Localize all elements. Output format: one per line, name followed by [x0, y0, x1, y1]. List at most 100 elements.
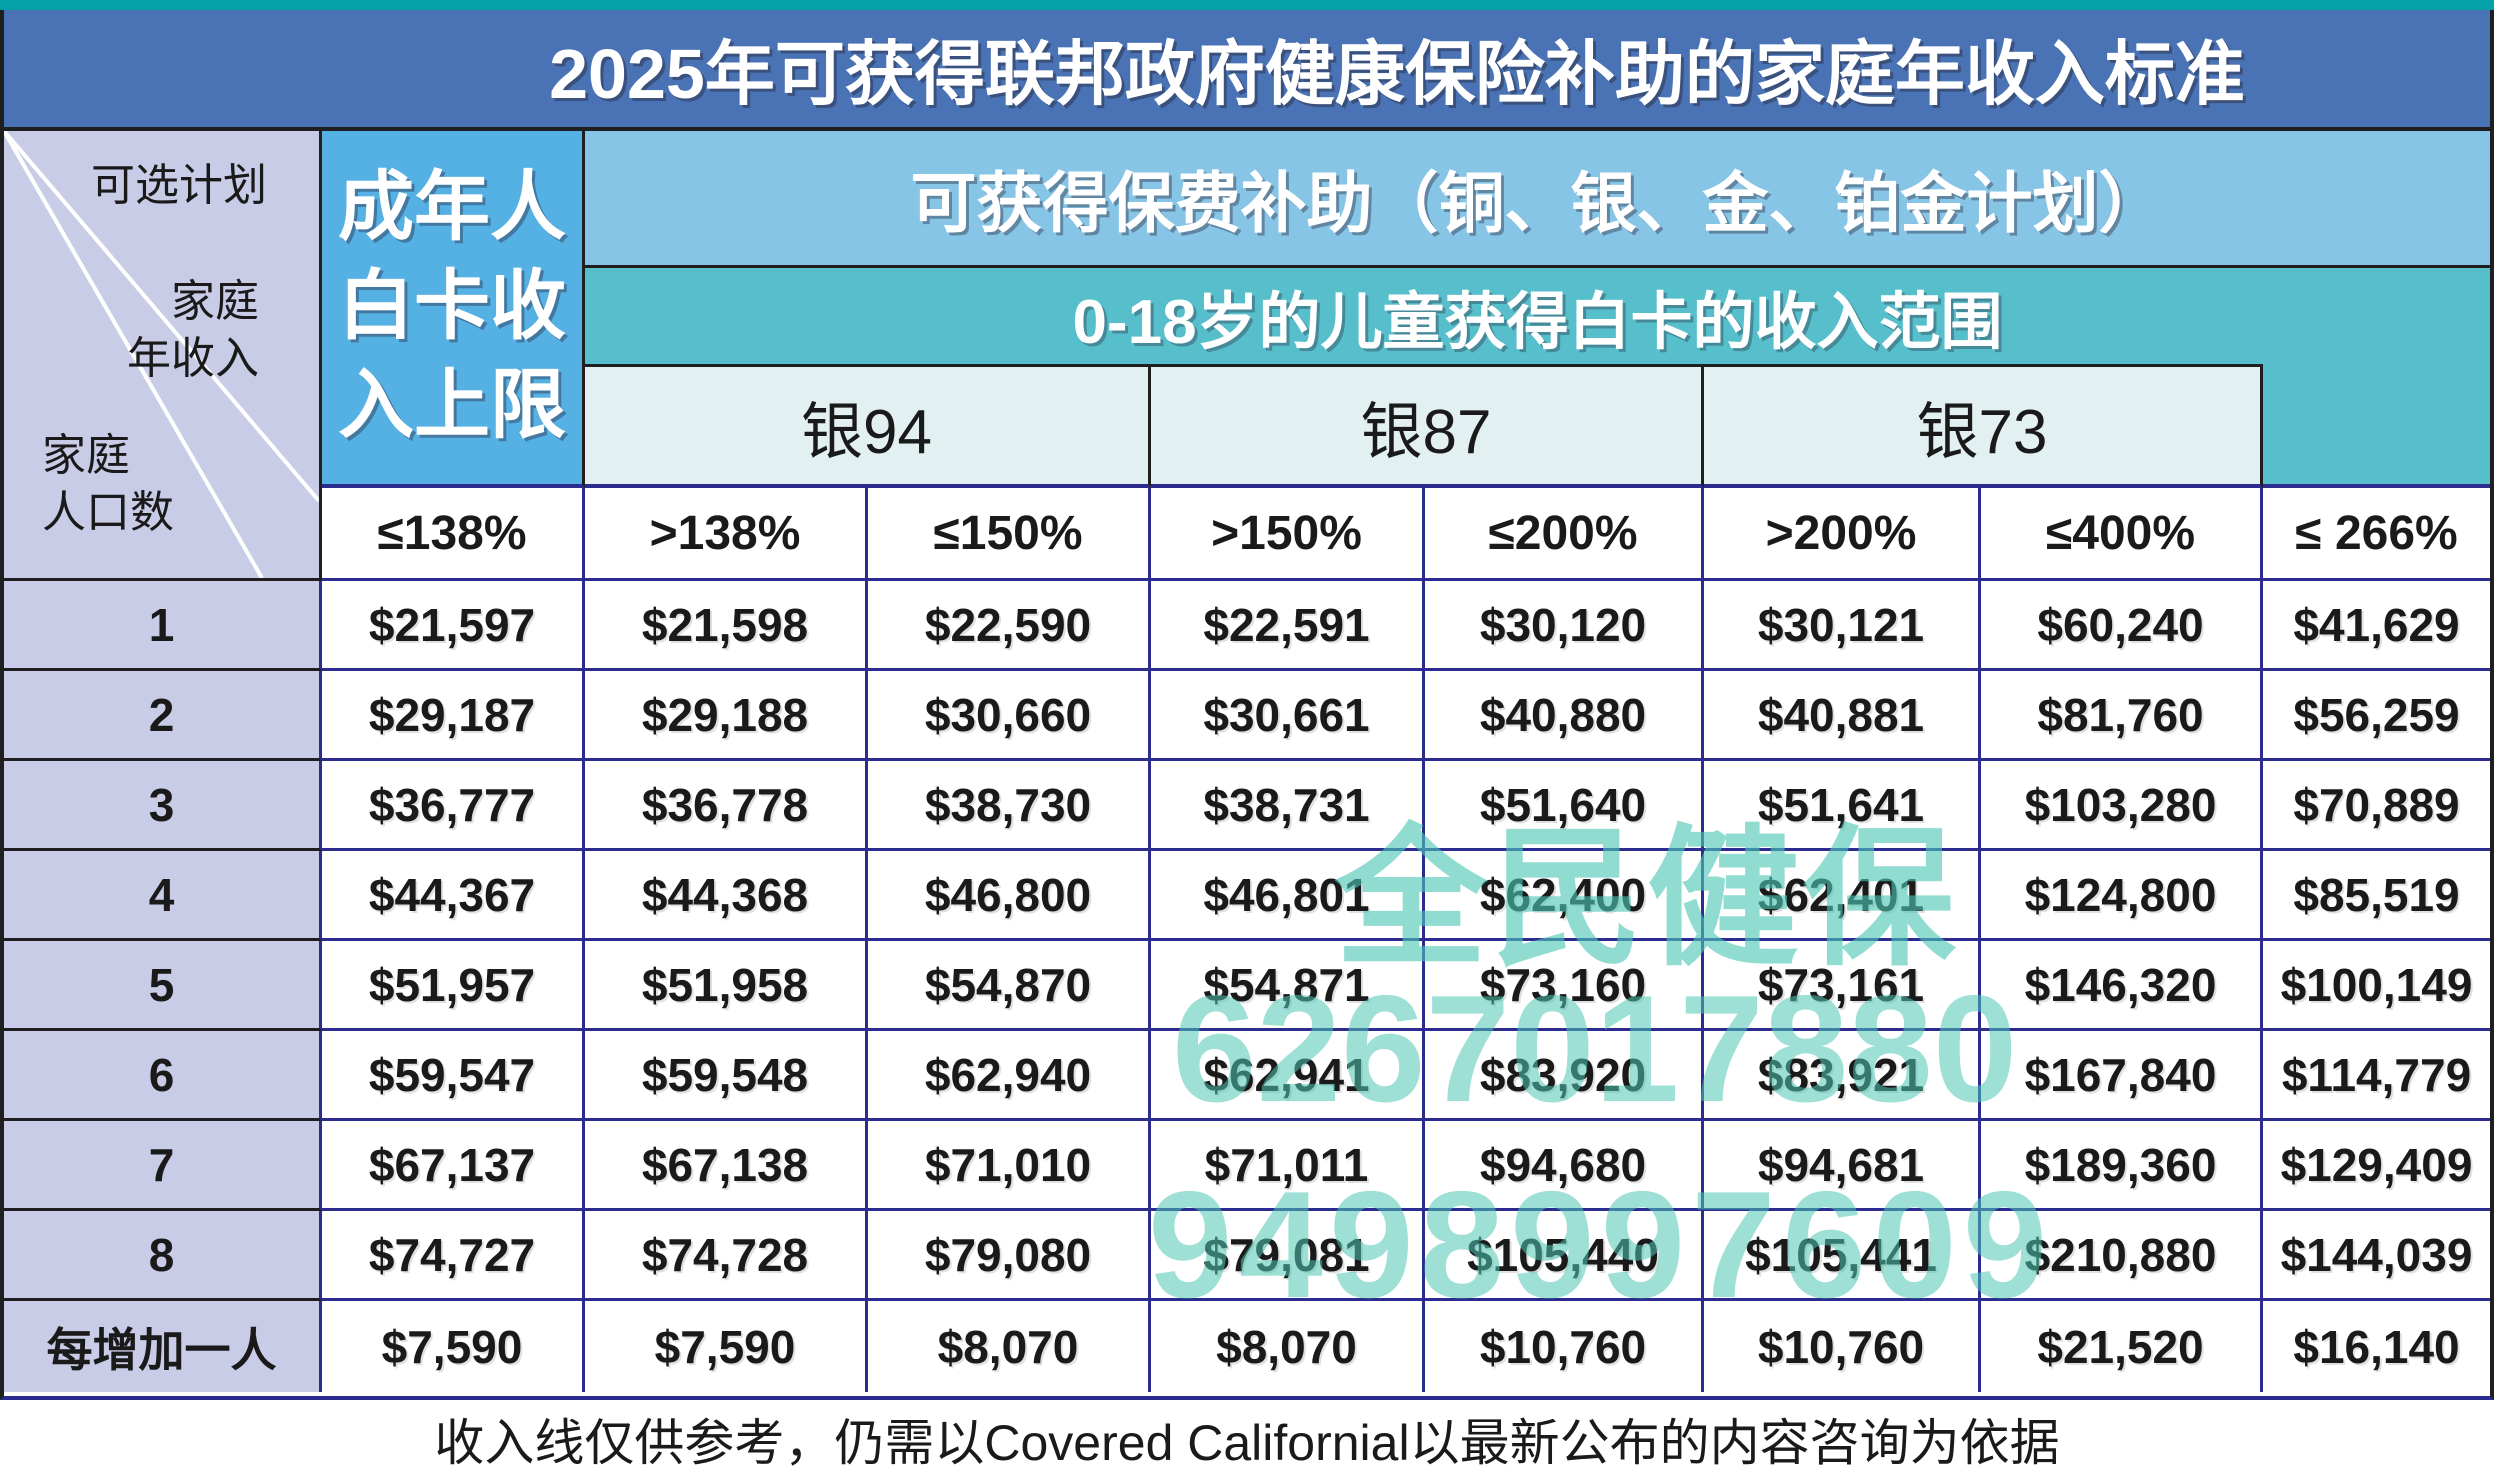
corner-label-household-size: 家庭 人口数 — [42, 431, 174, 538]
income-cell: $40,880 — [1425, 671, 1704, 761]
income-cell: $167,840 — [1981, 1031, 2263, 1121]
income-cell: $44,368 — [585, 851, 868, 941]
income-cell: $71,010 — [868, 1121, 1151, 1211]
income-cell: $21,597 — [322, 581, 585, 671]
row-label: 6 — [4, 1031, 322, 1121]
income-cell: $79,080 — [868, 1211, 1151, 1301]
income-cell: $74,728 — [585, 1211, 868, 1301]
teal-filler-cell — [2263, 364, 2490, 488]
income-cell: $62,400 — [1425, 851, 1704, 941]
income-cell: $85,519 — [2263, 851, 2490, 941]
income-cell: $71,011 — [1151, 1121, 1425, 1211]
corner-header-cell: 可选计划 家庭 年收入 家庭 人口数 — [4, 131, 322, 581]
income-cell: $59,548 — [585, 1031, 868, 1121]
income-cell: $114,779 — [2263, 1031, 2490, 1121]
income-cell: $83,921 — [1704, 1031, 1981, 1121]
income-cell: $21,520 — [1981, 1301, 2263, 1392]
page-title: 2025年可获得联邦政府健康保险补助的家庭年收入标准 — [4, 10, 2490, 131]
income-cell: $30,661 — [1151, 671, 1425, 761]
percent-header-cell: >200% — [1704, 488, 1981, 581]
disclaimer-note: 收入线仅供参考，仍需以Covered Californial以最新公布的内容咨询… — [434, 1415, 2060, 1471]
income-cell: $73,161 — [1704, 941, 1981, 1031]
income-cell: $210,880 — [1981, 1211, 2263, 1301]
income-cell: $38,730 — [868, 761, 1151, 851]
income-cell: $56,259 — [2263, 671, 2490, 761]
income-cell: $36,778 — [585, 761, 868, 851]
income-cell: $100,149 — [2263, 941, 2490, 1031]
percent-header-cell: ≤150% — [868, 488, 1151, 581]
income-cell: $129,409 — [2263, 1121, 2490, 1211]
income-cell: $81,760 — [1981, 671, 2263, 761]
income-cell: $21,598 — [585, 581, 868, 671]
income-cell: $16,140 — [2263, 1301, 2490, 1392]
income-cell: $60,240 — [1981, 581, 2263, 671]
income-cell: $94,680 — [1425, 1121, 1704, 1211]
income-cell: $10,760 — [1704, 1301, 1981, 1392]
income-cell: $70,889 — [2263, 761, 2490, 851]
corner-label-plans: 可选计划 — [91, 161, 267, 210]
income-cell: $62,941 — [1151, 1031, 1425, 1121]
income-cell: $94,681 — [1704, 1121, 1981, 1211]
income-cell: $67,138 — [585, 1121, 868, 1211]
income-cell: $7,590 — [585, 1301, 868, 1392]
income-cell: $30,660 — [868, 671, 1151, 761]
income-cell: $73,160 — [1425, 941, 1704, 1031]
income-cell: $46,800 — [868, 851, 1151, 941]
income-cell: $124,800 — [1981, 851, 2263, 941]
income-cell: $103,280 — [1981, 761, 2263, 851]
income-cell: $59,547 — [322, 1031, 585, 1121]
income-cell: $8,070 — [868, 1301, 1151, 1392]
income-cell: $7,590 — [322, 1301, 585, 1392]
income-cell: $51,958 — [585, 941, 868, 1031]
children-medicaid-band-header: 0-18岁的儿童获得白卡的收入范围 — [585, 268, 2490, 364]
corner-label-household-income: 家庭 年收入 — [127, 277, 259, 384]
row-label: 8 — [4, 1211, 322, 1301]
income-cell: $40,881 — [1704, 671, 1981, 761]
income-cell: $105,440 — [1425, 1211, 1704, 1301]
income-cell: $54,870 — [868, 941, 1151, 1031]
row-label: 4 — [4, 851, 322, 941]
income-cell: $22,591 — [1151, 581, 1425, 671]
row-label: 2 — [4, 671, 322, 761]
percent-header-cell: >150% — [1151, 488, 1425, 581]
percent-header-cell: ≤138% — [322, 488, 585, 581]
income-cell: $54,871 — [1151, 941, 1425, 1031]
income-table: 2025年可获得联邦政府健康保险补助的家庭年收入标准 可选计划 家庭 年收入 家… — [0, 10, 2494, 1400]
percent-header-cell: >138% — [585, 488, 868, 581]
income-cell: $38,731 — [1151, 761, 1425, 851]
silver-87-header: 银87 — [1151, 364, 1704, 488]
income-cell: $146,320 — [1981, 941, 2263, 1031]
income-cell: $8,070 — [1151, 1301, 1425, 1392]
income-cell: $41,629 — [2263, 581, 2490, 671]
income-cell: $62,940 — [868, 1031, 1151, 1121]
income-cell: $22,590 — [868, 581, 1151, 671]
row-label-additional-person: 每增加一人 — [4, 1301, 322, 1392]
income-cell: $62,401 — [1704, 851, 1981, 941]
percent-header-cell: ≤ 266% — [2263, 488, 2490, 581]
income-cell: $30,121 — [1704, 581, 1981, 671]
income-cell: $51,641 — [1704, 761, 1981, 851]
silver-73-header: 银73 — [1704, 364, 2263, 488]
income-cell: $51,957 — [322, 941, 585, 1031]
income-cell: $189,360 — [1981, 1121, 2263, 1211]
percent-header-cell: ≤400% — [1981, 488, 2263, 581]
income-cell: $29,188 — [585, 671, 868, 761]
diagonal-divider-lines — [4, 131, 319, 578]
income-cell: $10,760 — [1425, 1301, 1704, 1392]
income-cell: $74,727 — [322, 1211, 585, 1301]
income-cell: $67,137 — [322, 1121, 585, 1211]
income-cell: $51,640 — [1425, 761, 1704, 851]
silver-94-header: 银94 — [585, 364, 1151, 488]
income-cell: $30,120 — [1425, 581, 1704, 671]
percent-header-cell: ≤200% — [1425, 488, 1704, 581]
income-cell: $46,801 — [1151, 851, 1425, 941]
income-cell: $36,777 — [322, 761, 585, 851]
top-teal-strip — [0, 0, 2494, 10]
income-cell: $29,187 — [322, 671, 585, 761]
subsidy-band-header: 可获得保费补助（铜、银、金、铂金计划） — [585, 131, 2490, 268]
row-label: 7 — [4, 1121, 322, 1211]
income-cell: $83,920 — [1425, 1031, 1704, 1121]
income-cell: $44,367 — [322, 851, 585, 941]
adult-medicaid-limit-header: 成年人 白卡收 入上限 — [322, 131, 585, 488]
